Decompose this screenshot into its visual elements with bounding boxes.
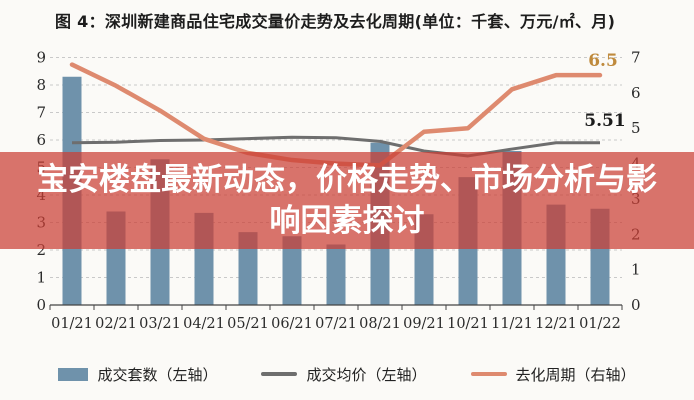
left-axis-tick-1: 1: [36, 269, 46, 287]
x-label-03/21: 03/21: [139, 316, 181, 332]
price-end-label: 5.51: [584, 111, 625, 131]
x-label-12/21: 12/21: [535, 316, 577, 332]
right-axis-tick-0: 0: [631, 296, 641, 314]
bar-06/21: [282, 236, 302, 305]
bar-07/21: [326, 244, 346, 305]
left-axis-tick-6: 6: [36, 131, 46, 149]
legend-item-cycle: 去化周期（右轴）: [470, 364, 636, 385]
legend-label-price: 成交均价（左轴）: [306, 365, 427, 384]
x-label-08/21: 08/21: [359, 316, 401, 332]
left-axis-tick-9: 9: [36, 49, 46, 67]
left-axis-tick-0: 0: [36, 296, 46, 314]
right-axis-tick-7: 7: [631, 49, 641, 67]
legend-label-cycle: 去化周期（右轴）: [515, 365, 636, 384]
legend-item-volume: 成交套数（左轴）: [58, 364, 217, 385]
left-axis-tick-8: 8: [36, 76, 46, 94]
x-label-09/21: 09/21: [403, 316, 445, 332]
legend-item-price: 成交均价（左轴）: [261, 364, 427, 385]
left-axis-tick-2: 2: [36, 241, 46, 259]
x-label-05/21: 05/21: [227, 316, 269, 332]
legend: 成交套数（左轴） 成交均价（左轴） 去化周期（右轴）: [0, 358, 694, 390]
chart-title: 图 4：深圳新建商品住宅成交量价走势及去化周期(单位：千套、万元/㎡、月): [55, 12, 616, 31]
right-axis-tick-6: 6: [631, 84, 641, 102]
cycle-line: [69, 62, 603, 168]
right-axis-tick-5: 5: [631, 119, 641, 137]
x-label-10/21: 10/21: [447, 316, 489, 332]
bar-05/21: [238, 232, 258, 305]
cycle-line-swatch: [470, 372, 507, 376]
left-axis-tick-7: 7: [36, 104, 46, 122]
legend-label-volume: 成交套数（左轴）: [97, 365, 218, 384]
x-label-01/21: 01/21: [51, 316, 93, 332]
headline-text: 宝安楼盘最新动态，价格走势、市场分析与影响因素探讨: [37, 162, 657, 239]
x-label-06/21: 06/21: [271, 316, 313, 332]
x-label-11/21: 11/21: [491, 316, 533, 332]
price-line: [71, 135, 600, 158]
x-label-01/22: 01/22: [579, 316, 621, 332]
cycle-end-label: 6.5: [588, 51, 618, 71]
headline-overlay: 宝安楼盘最新动态，价格走势、市场分析与影响因素探讨: [0, 152, 694, 249]
x-label-07/21: 07/21: [315, 316, 357, 332]
right-axis-tick-1: 1: [631, 261, 641, 279]
price-line-swatch: [261, 372, 298, 376]
x-label-04/21: 04/21: [183, 316, 225, 332]
volume-bar-swatch: [58, 367, 89, 381]
x-label-02/21: 02/21: [95, 316, 137, 332]
